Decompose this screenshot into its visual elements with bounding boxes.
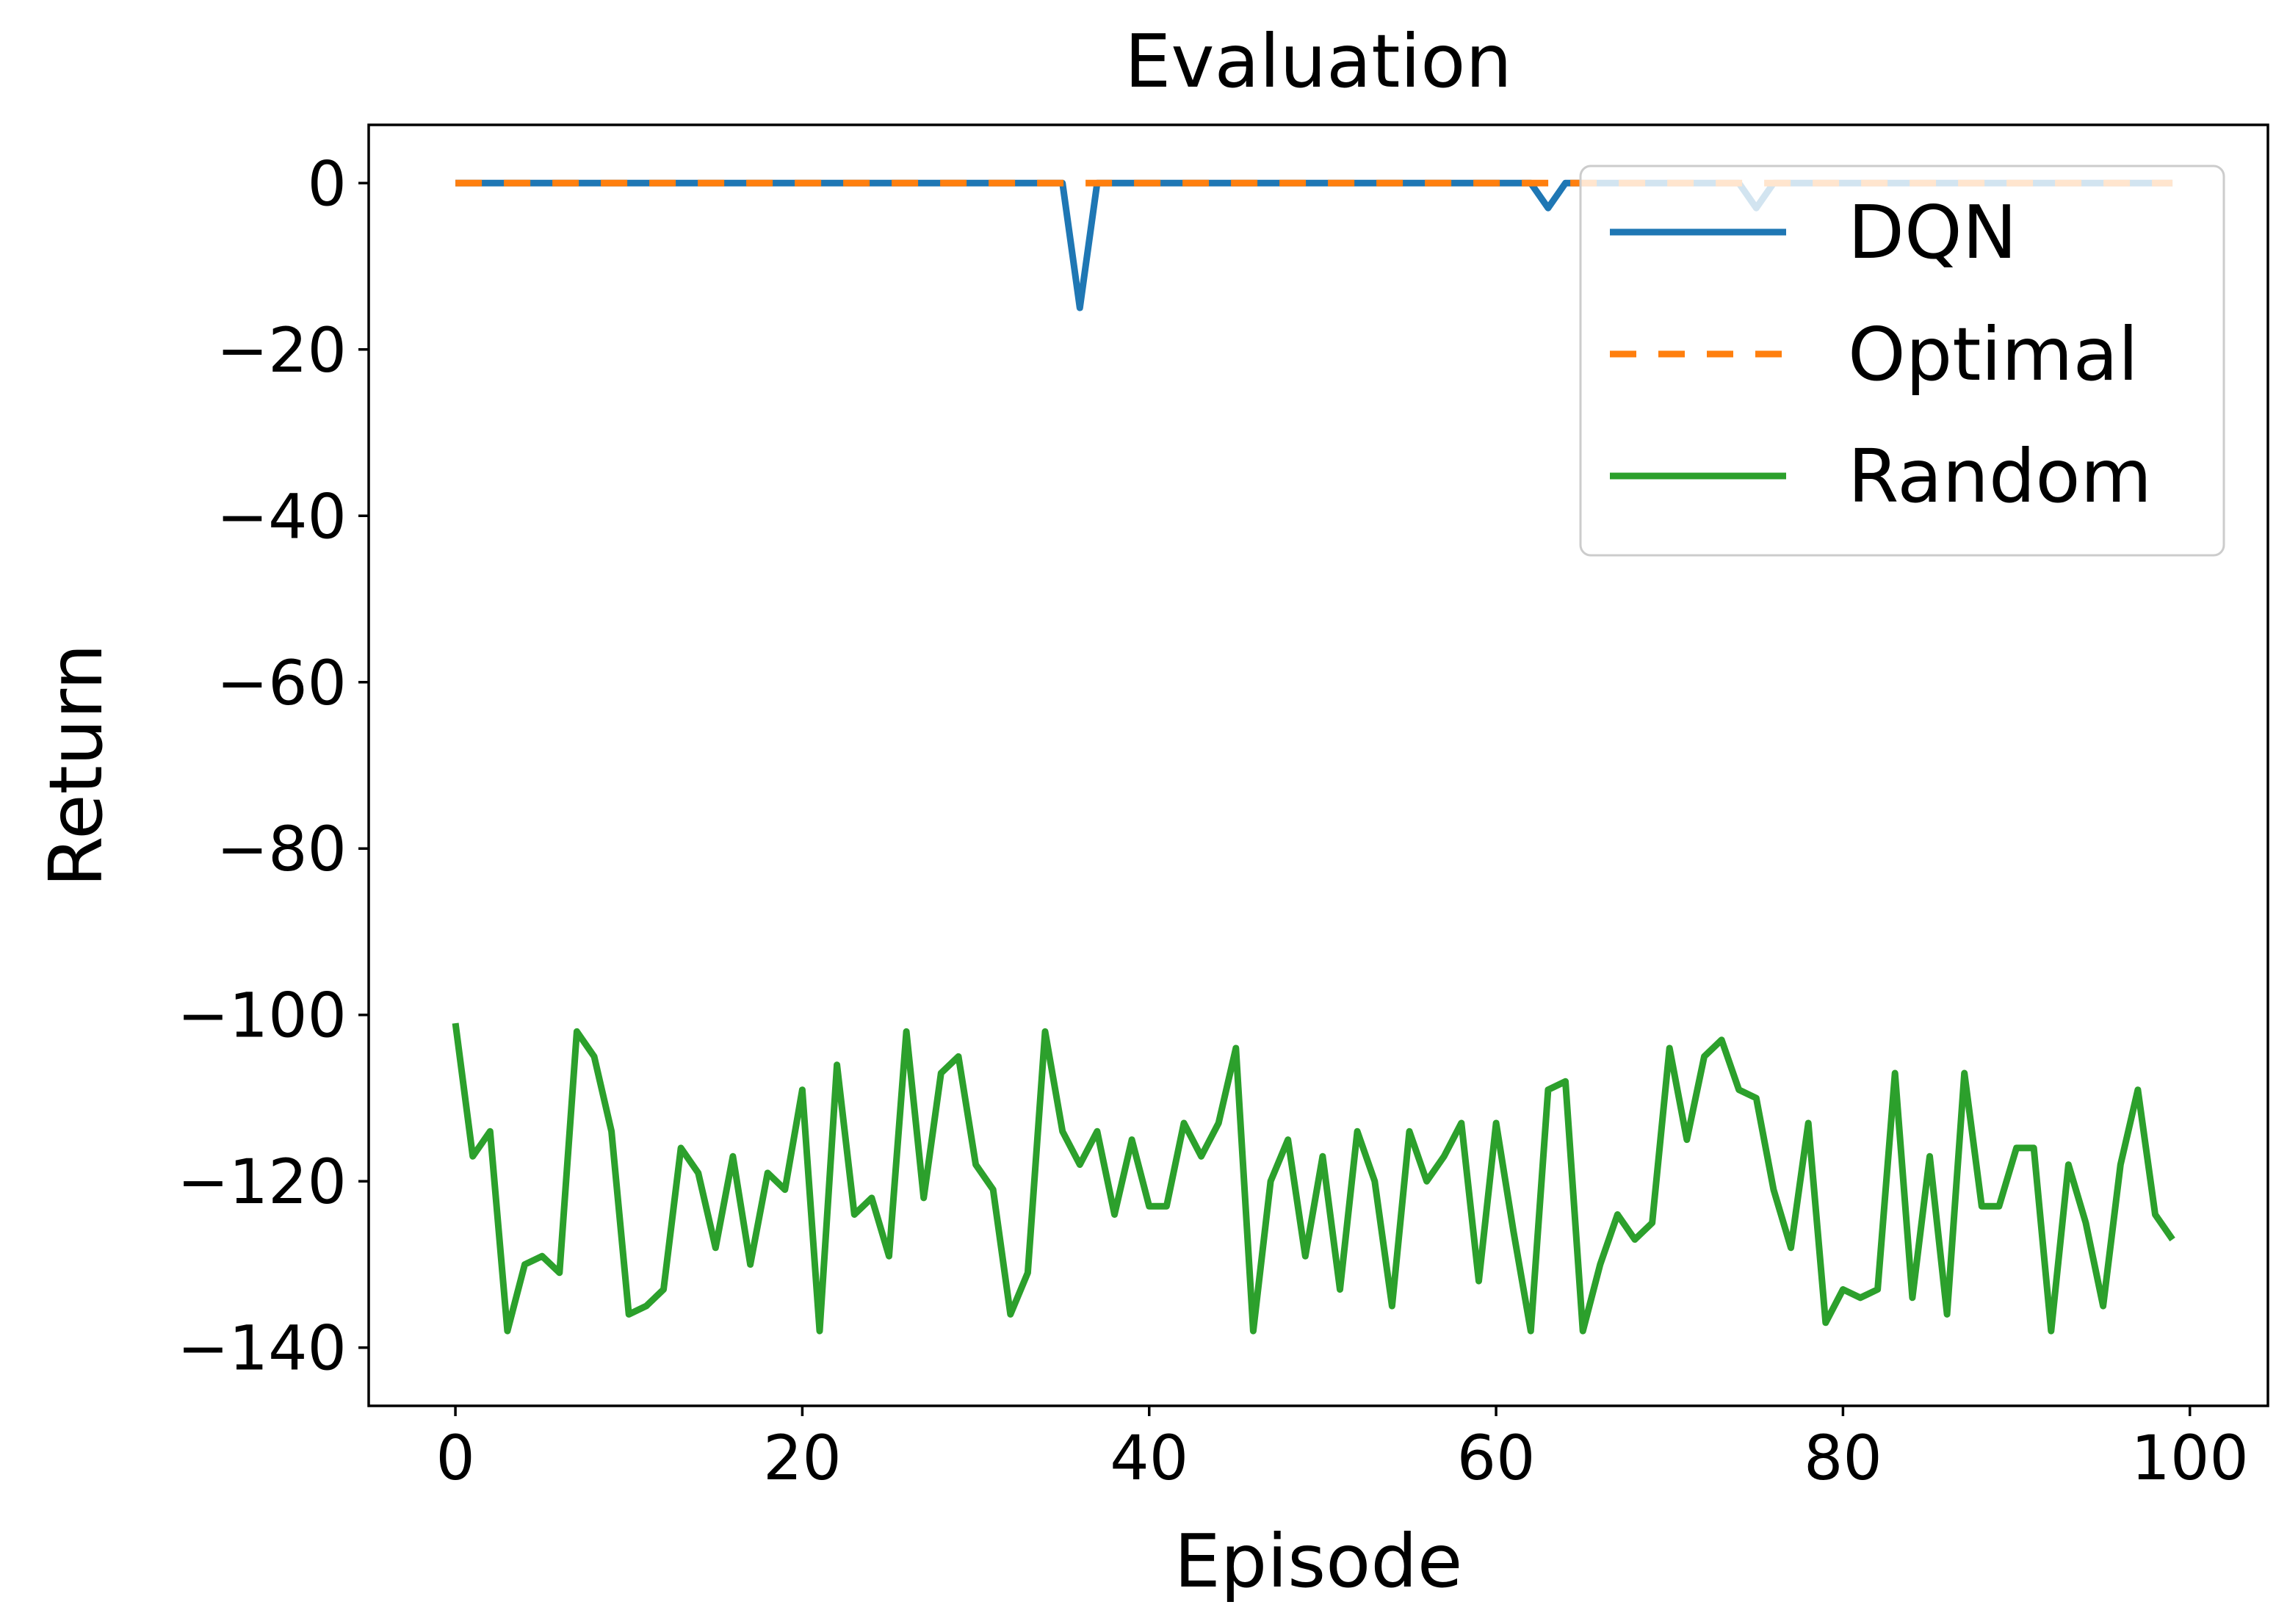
legend-label-optimal: Optimal [1848,311,2139,397]
y-tick-label: −100 [177,980,347,1052]
legend-label-random: Random [1848,433,2152,519]
x-tick-label: 0 [436,1422,474,1494]
y-tick-label: −40 [217,480,347,552]
y-tick-label: −20 [217,314,347,386]
x-tick-label: 40 [1110,1422,1188,1494]
plot-frame [367,123,2269,1407]
legend-box [1579,165,2225,557]
legend-label-dqn: DQN [1848,190,2017,275]
y-tick-label: 0 [308,148,347,220]
chart-title: Evaluation [1124,18,1512,104]
x-tick-label: 100 [2131,1422,2249,1494]
x-tick-label: 20 [763,1422,842,1494]
y-axis: 0 −20 −40 −60 −80 −100 −120 −140 [177,148,369,1385]
legend: DQN Optimal Random [1579,165,2225,557]
x-tick-label: 80 [1804,1422,1882,1494]
series-line-random [452,1022,2175,1335]
y-tick-label: −140 [177,1313,347,1385]
x-axis: 0 20 40 60 80 100 [436,1406,2249,1494]
x-tick-label: 60 [1457,1422,1536,1494]
y-tick-label: −60 [217,647,347,719]
y-tick-label: −80 [217,813,347,885]
y-tick-label: −120 [177,1146,347,1218]
y-axis-label: Return [33,643,119,887]
x-axis-label: Episode [1174,1518,1463,1604]
